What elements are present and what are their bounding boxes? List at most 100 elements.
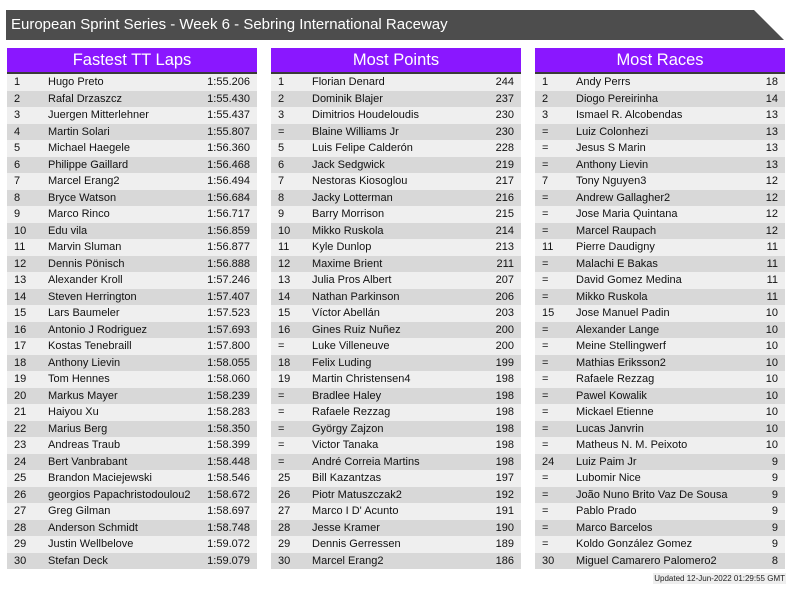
- driver-name: Matheus N. M. Peixoto: [576, 439, 688, 451]
- table-row: 19 Tom Hennes 1:58.060: [7, 371, 257, 388]
- table-row: = Mathias Eriksson2 10: [535, 354, 785, 371]
- rank-cell: =: [542, 356, 549, 369]
- driver-name: Luke Villeneuve: [312, 340, 390, 352]
- value-cell: 1:58.546: [207, 472, 250, 484]
- table-row: 16 Gines Ruiz Nuñez 200: [271, 321, 521, 338]
- value-cell: 1:56.468: [207, 158, 250, 171]
- driver-name: Andreas Traub: [48, 439, 121, 451]
- rank-cell: 5: [14, 142, 21, 154]
- rank-cell: =: [278, 439, 285, 451]
- table-row: 7 Tony Nguyen3 12: [535, 173, 785, 190]
- table-row: 10 Mikko Ruskola 214: [271, 222, 521, 239]
- driver-name: Nathan Parkinson: [312, 290, 400, 303]
- value-cell: 1:58.399: [207, 439, 250, 451]
- rank-cell: 24: [14, 455, 27, 468]
- rank-cell: 8: [278, 191, 285, 204]
- driver-name: Victor Tanaka: [312, 439, 379, 451]
- table-row: 3 Juergen Mitterlehner 1:55.437: [7, 107, 257, 124]
- rank-cell: 26: [278, 488, 291, 501]
- rank-cell: 29: [14, 538, 27, 550]
- value-cell: 1:58.697: [207, 505, 250, 517]
- table-row: 24 Bert Vanbrabant 1:58.448: [7, 453, 257, 470]
- table-row: 28 Jesse Kramer 190: [271, 519, 521, 536]
- value-cell: 1:56.859: [207, 224, 250, 237]
- table-row: 14 Nathan Parkinson 206: [271, 288, 521, 305]
- table-row: 14 Steven Herrington 1:57.407: [7, 288, 257, 305]
- table-row: = Luiz Colonhezi 13: [535, 123, 785, 140]
- value-cell: 11: [766, 241, 778, 253]
- rank-cell: 13: [14, 274, 27, 286]
- rank-cell: 24: [542, 455, 555, 468]
- table-row: 20 Markus Mayer 1:58.239: [7, 387, 257, 404]
- rank-cell: 3: [542, 109, 549, 121]
- table-row: = Anthony Lievin 13: [535, 156, 785, 173]
- value-cell: 230: [495, 109, 514, 121]
- value-cell: 12: [765, 175, 778, 187]
- rank-cell: 11: [14, 241, 26, 253]
- table-row: 7 Nestoras Kiosoglou 217: [271, 173, 521, 190]
- driver-name: Luiz Colonhezi: [576, 125, 649, 138]
- table-row: 30 Stefan Deck 1:59.079: [7, 552, 257, 569]
- value-cell: 1:56.494: [207, 175, 250, 187]
- table-row: = Jose Maria Quintana 12: [535, 206, 785, 223]
- value-cell: 215: [495, 208, 514, 220]
- driver-name: Maxime Brient: [312, 257, 383, 270]
- table-row: 13 Julia Pros Albert 207: [271, 272, 521, 289]
- rank-cell: =: [278, 389, 285, 402]
- rank-cell: 18: [14, 356, 27, 369]
- rank-cell: =: [278, 406, 285, 418]
- table-row: 1 Hugo Preto 1:55.206: [7, 74, 257, 91]
- rank-cell: =: [542, 505, 549, 517]
- rank-cell: 16: [278, 323, 291, 336]
- table-row: 2 Diogo Pereirinha 14: [535, 90, 785, 107]
- driver-name: Marco I D' Acunto: [312, 505, 399, 517]
- table-row: = Marco Barcelos 9: [535, 519, 785, 536]
- table-row: = György Zajzon 198: [271, 420, 521, 437]
- driver-name: Jack Sedgwick: [312, 158, 385, 171]
- value-cell: 1:56.888: [207, 257, 250, 270]
- table-row: 11 Kyle Dunlop 213: [271, 239, 521, 256]
- rank-cell: 21: [14, 406, 27, 418]
- table-row: = David Gomez Medina 11: [535, 272, 785, 289]
- driver-name: Jacky Lotterman: [312, 191, 393, 204]
- table-row: = João Nuno Brito Vaz De Sousa 9: [535, 486, 785, 503]
- table-row: 12 Dennis Pönisch 1:56.888: [7, 255, 257, 272]
- rank-cell: =: [542, 224, 549, 237]
- rank-cell: =: [542, 208, 549, 220]
- driver-name: Luiz Paim Jr: [576, 455, 637, 468]
- value-cell: 9: [771, 472, 778, 484]
- value-cell: 217: [495, 175, 514, 187]
- table-row: = Rafaele Rezzag 198: [271, 404, 521, 421]
- rank-cell: 26: [14, 488, 27, 501]
- value-cell: 1:59.072: [207, 538, 250, 550]
- value-cell: 12: [765, 191, 778, 204]
- rank-cell: 7: [278, 175, 285, 187]
- value-cell: 8: [771, 554, 778, 567]
- table-row: = Luke Villeneuve 200: [271, 338, 521, 355]
- driver-name: Mathias Eriksson2: [576, 356, 666, 369]
- table-row: = Marcel Raupach 12: [535, 222, 785, 239]
- rank-cell: =: [542, 439, 549, 451]
- driver-name: Lucas Janvrin: [576, 422, 644, 435]
- rank-cell: 27: [278, 505, 291, 517]
- driver-name: Rafal Drzaszcz: [48, 92, 122, 105]
- driver-name: Pierre Daudigny: [576, 241, 655, 253]
- table-row: = André Correia Martins 198: [271, 453, 521, 470]
- rank-cell: 11: [278, 241, 290, 253]
- value-cell: 13: [765, 142, 778, 154]
- value-cell: 198: [495, 373, 514, 385]
- table-row: 15 Lars Baumeler 1:57.523: [7, 305, 257, 322]
- driver-name: João Nuno Brito Vaz De Sousa: [576, 488, 728, 501]
- value-cell: 1:55.437: [207, 109, 250, 121]
- table-row: 5 Luis Felipe Calderón 228: [271, 140, 521, 157]
- driver-name: Luis Felipe Calderón: [312, 142, 413, 154]
- value-cell: 198: [495, 439, 514, 451]
- table-row: 18 Felix Luding 199: [271, 354, 521, 371]
- value-cell: 1:58.055: [207, 356, 250, 369]
- rank-cell: =: [278, 455, 285, 468]
- rank-cell: =: [542, 191, 549, 204]
- panel-fastest-tt-laps: Fastest TT Laps 1 Hugo Preto 1:55.206 2 Rafa…: [7, 48, 257, 569]
- driver-name: Dominik Blajer: [312, 92, 383, 105]
- driver-name: Martin Christensen4: [312, 373, 411, 385]
- value-cell: 13: [765, 158, 778, 171]
